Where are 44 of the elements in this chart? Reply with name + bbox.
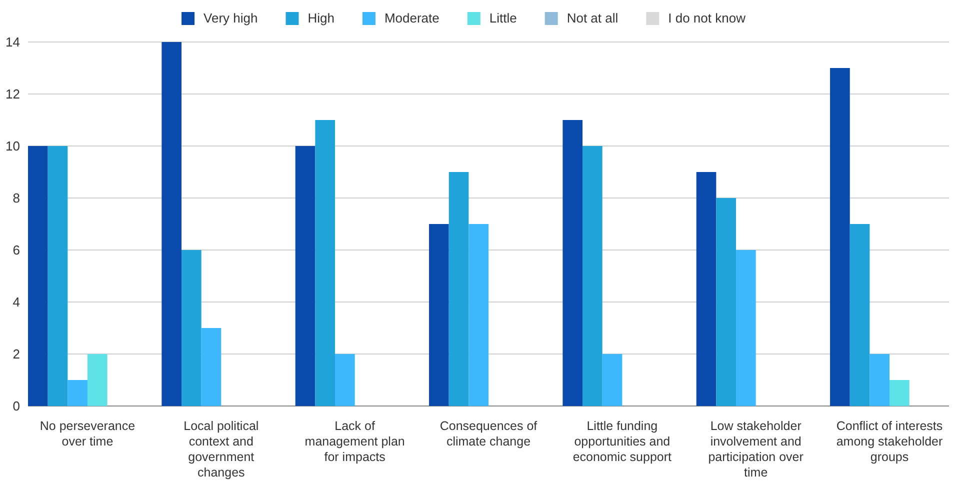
- bar: [830, 68, 850, 406]
- bar: [696, 172, 716, 406]
- x-tick-label: Consequences of climate change: [440, 419, 538, 448]
- bar: [68, 380, 88, 406]
- x-tick-label: Low stakeholder involvement and participation over time: [708, 419, 804, 480]
- bar: [28, 146, 48, 406]
- y-tick-label: 4: [12, 294, 20, 310]
- x-tick-label: Local political context and government changes: [184, 419, 259, 480]
- bar: [162, 42, 182, 406]
- y-tick-label: 12: [6, 86, 20, 102]
- legend-label: Moderate: [384, 10, 440, 26]
- bar: [87, 354, 108, 406]
- bar: [582, 146, 602, 406]
- bar: [870, 354, 890, 406]
- bar: [182, 250, 202, 406]
- y-tick-label: 6: [12, 242, 20, 258]
- legend-label: Little: [489, 10, 517, 26]
- legend-label: Not at all: [566, 10, 618, 26]
- bar: [890, 380, 910, 406]
- y-tick-label: 2: [12, 346, 20, 362]
- bar: [429, 224, 449, 406]
- x-tick-label: Lack of management plan for impacts: [304, 419, 405, 464]
- y-tick-label: 14: [6, 34, 20, 50]
- bar: [448, 172, 469, 406]
- bar: [468, 224, 488, 406]
- y-tick-label: 10: [6, 138, 20, 154]
- legend-label: High: [308, 10, 334, 26]
- bar: [562, 120, 583, 406]
- legend-label: Very high: [204, 10, 258, 26]
- bar: [295, 146, 316, 406]
- legend-label: I do not know: [668, 10, 746, 26]
- bar: [315, 120, 335, 406]
- x-tick-label: Conflict of interests among stakeholder groups: [836, 419, 943, 464]
- bar: [716, 198, 736, 406]
- bar: [736, 250, 756, 406]
- x-tick-label: No perseverance over time: [40, 419, 136, 448]
- bar: [850, 224, 870, 406]
- y-tick-label: 0: [12, 398, 20, 414]
- y-tick-label: 8: [12, 190, 20, 206]
- bar: [201, 328, 222, 406]
- bar: [335, 354, 355, 406]
- bar: [48, 146, 68, 406]
- bar: [602, 354, 622, 406]
- x-tick-label: Little funding opportunities and economic support: [572, 419, 672, 464]
